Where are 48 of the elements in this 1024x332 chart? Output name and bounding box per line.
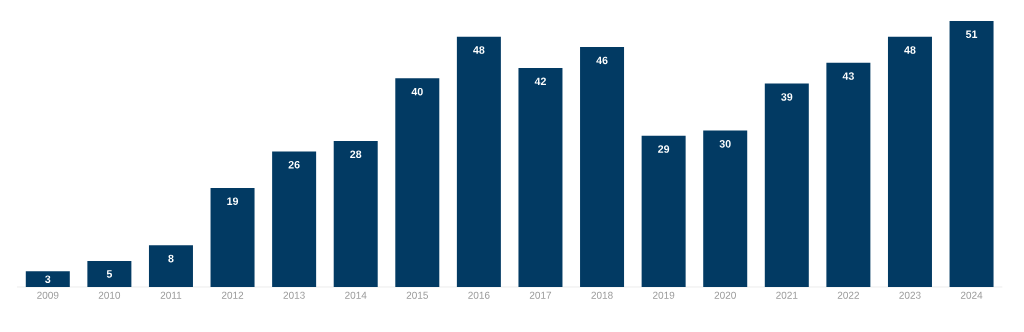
- x-tick-label: 2024: [960, 291, 983, 299]
- bar: [272, 151, 317, 287]
- x-tick-label: 2015: [406, 291, 428, 299]
- data-label: 48: [904, 46, 916, 54]
- bar: [764, 83, 809, 287]
- x-tick-label: 2023: [899, 291, 921, 299]
- data-label: 48: [473, 46, 485, 54]
- data-label: 28: [350, 150, 362, 159]
- data-label: 29: [658, 145, 670, 153]
- bar: [87, 260, 132, 287]
- bar: [703, 130, 748, 287]
- bar: [641, 135, 686, 287]
- data-label: 30: [719, 140, 731, 148]
- x-tick-label: 2021: [776, 291, 798, 299]
- bar: [395, 78, 440, 287]
- x-tick-label: 2022: [837, 291, 859, 299]
- data-label: 5: [106, 270, 113, 278]
- data-label: 51: [965, 30, 978, 39]
- data-label: 19: [227, 197, 239, 206]
- x-tick-label: 2017: [529, 291, 552, 299]
- bar: [25, 271, 70, 287]
- bar: [887, 36, 932, 287]
- bar: [333, 140, 378, 287]
- data-label: 43: [842, 72, 854, 80]
- bar: [826, 62, 871, 287]
- bar: [210, 187, 255, 287]
- x-tick-label: 2016: [468, 291, 490, 299]
- bar: [580, 47, 625, 287]
- data-label: 3: [45, 275, 51, 283]
- x-tick-label: 2013: [283, 291, 305, 299]
- data-label: 26: [288, 160, 300, 169]
- data-label: 46: [596, 56, 608, 65]
- bar: [148, 245, 193, 287]
- x-tick-label: 2009: [37, 291, 59, 299]
- bar: [518, 67, 563, 287]
- data-label: 42: [534, 77, 546, 85]
- x-tick-label: 2014: [345, 291, 367, 299]
- data-label: 40: [411, 87, 423, 96]
- bar: [456, 36, 501, 287]
- x-tick-label: 2019: [653, 291, 675, 299]
- data-label: 39: [781, 93, 793, 101]
- x-tick-label: 2012: [221, 291, 244, 299]
- x-tick-label: 2011: [160, 291, 182, 299]
- x-tick-label: 2020: [714, 291, 736, 299]
- x-tick-label: 2018: [591, 291, 613, 299]
- x-tick-label: 2010: [98, 291, 121, 299]
- bar: [949, 21, 994, 287]
- data-label: 8: [168, 254, 174, 263]
